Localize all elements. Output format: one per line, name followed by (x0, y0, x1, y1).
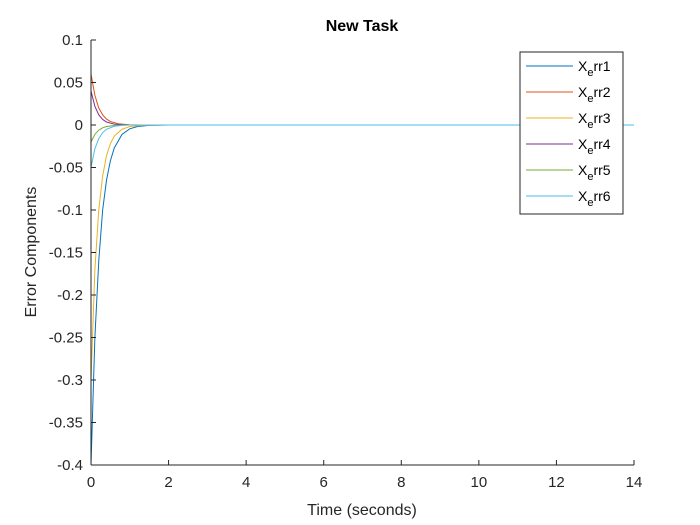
series-line-6 (90, 124, 634, 168)
y-tick-label: -0.4 (57, 457, 83, 474)
axes-layer: 0 2 4 6 8 10 12 14 0.1 0.05 0 -0.05 -0.1 -0.15 -0.2 -0.… (49, 32, 643, 491)
legend-label-4: Xerr4 (578, 136, 611, 157)
y-tick-label: -0.35 (49, 415, 83, 432)
y-tick-label: -0.15 (49, 245, 83, 262)
y-tick-label: -0.25 (49, 330, 83, 347)
x-tick-label: 0 (87, 474, 95, 491)
legend-label-3: Xerr3 (578, 110, 611, 131)
legend-box (519, 51, 624, 215)
y-tick-label: -0.2 (57, 287, 83, 304)
x-tick-label: 4 (242, 474, 250, 491)
y-tick-label: 0.05 (54, 75, 83, 92)
legend-label-2: Xerr2 (578, 84, 611, 105)
x-tick-label: 12 (548, 474, 565, 491)
x-tick-label: 6 (320, 474, 328, 491)
y-tick-label: 0.1 (62, 32, 83, 49)
x-tick-label: 8 (397, 474, 405, 491)
y-tick-label: -0.1 (57, 202, 83, 219)
y-tick-label: 0 (75, 117, 83, 134)
x-tick-label: 10 (471, 474, 488, 491)
x-tick-label: 2 (164, 474, 172, 491)
legend-label-5: Xerr5 (578, 162, 611, 183)
y-tick-label: -0.05 (49, 160, 83, 177)
chart-title: New Task (326, 18, 399, 35)
legend-label-6: Xerr6 (578, 188, 611, 209)
series-layer (90, 73, 634, 466)
x-tick-label: 14 (626, 474, 643, 491)
legend-label-1: Xerr1 (578, 58, 611, 79)
y-axis-label: Error Components (23, 187, 40, 318)
y-tick-label: -0.3 (57, 372, 83, 389)
x-axis-label: Time (seconds) (307, 502, 417, 519)
legend: Xerr1 Xerr2 Xerr3 Xerr4 Xerr5 Xerr6 (519, 51, 624, 215)
